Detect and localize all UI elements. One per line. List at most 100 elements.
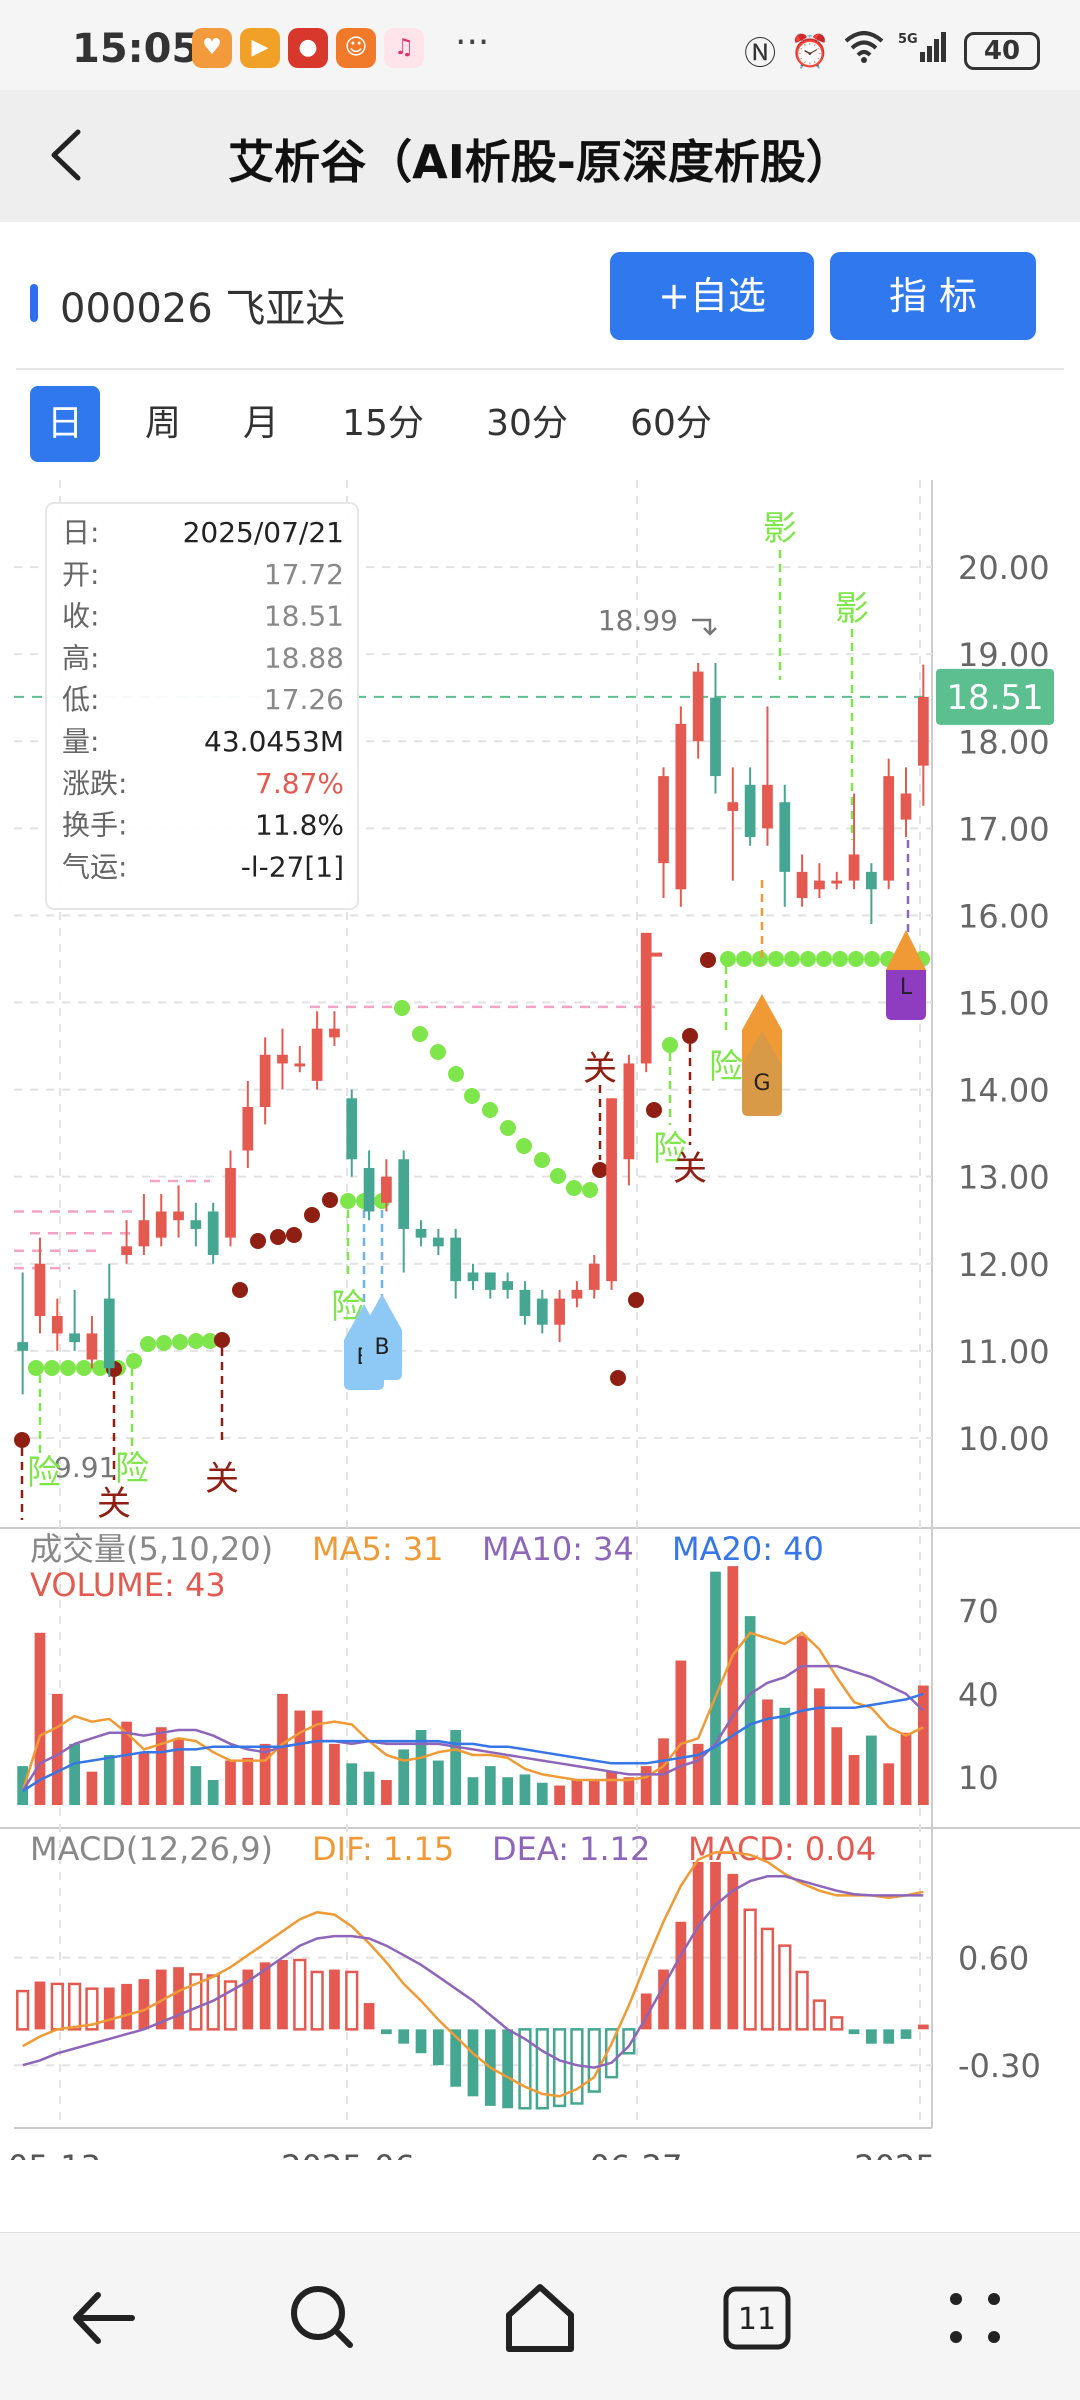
- volume-bar: [259, 1743, 271, 1805]
- volume-ma10-line: [21, 1664, 925, 1792]
- tab-week[interactable]: 周: [144, 403, 181, 444]
- volume-bar: [571, 1780, 583, 1805]
- signal-dot-green: [394, 1000, 410, 1016]
- candle-body: [398, 1159, 410, 1229]
- high-price-arrow: [692, 618, 717, 636]
- nav-search-button[interactable]: [278, 2273, 368, 2363]
- signal-dot-green: [784, 951, 800, 967]
- macd-histogram-bar: [450, 2029, 462, 2087]
- candle-body: [190, 1220, 202, 1229]
- candle-body: [155, 1211, 167, 1238]
- candle-body: [86, 1333, 98, 1360]
- golden-marker[interactable]: G: [742, 1030, 782, 1116]
- tab-month[interactable]: 月: [242, 403, 279, 444]
- candle-body: [727, 802, 739, 811]
- tab-day[interactable]: 日: [30, 386, 100, 462]
- candle-body: [17, 1342, 29, 1351]
- app-notification-icon: ☺: [336, 28, 376, 68]
- info-box-value: 18.88: [264, 641, 344, 674]
- price-tick-label: 12.00: [958, 1246, 1050, 1284]
- candle-body: [710, 697, 721, 777]
- more-notifications-icon: ···: [455, 22, 490, 63]
- add-watchlist-button[interactable]: +自选: [610, 252, 814, 340]
- volume-bar: [432, 1760, 444, 1805]
- volume-bar: [831, 1727, 843, 1805]
- risk-label: 险: [709, 1047, 743, 1087]
- candle-body: [848, 854, 860, 881]
- macd-dif-label: DIF: 1.15: [312, 1830, 454, 1868]
- tab-60min[interactable]: 60分: [630, 403, 712, 444]
- candle-body: [450, 1237, 462, 1282]
- signal-dot-green: [768, 951, 784, 967]
- signal-dot-green: [816, 951, 832, 967]
- macd-histogram-bar: [50, 1982, 64, 2031]
- candle-body: [363, 1167, 375, 1212]
- signal-dot-green: [412, 1026, 428, 1042]
- volume-bar: [398, 1749, 410, 1805]
- kline-chart[interactable]: 20.00 19.00 18.00 17.00 16.00 15.00 14.00 13.00…: [0, 470, 1080, 2186]
- signal-dot-red: [214, 1332, 230, 1348]
- candle-body: [814, 880, 825, 890]
- back-button[interactable]: [34, 120, 104, 190]
- candle-body: [606, 1098, 617, 1282]
- candle-body: [138, 1220, 150, 1247]
- signal-dot-red: [250, 1233, 266, 1249]
- macd-histogram-bar: [16, 1989, 30, 2031]
- tab-30min[interactable]: 30分: [486, 403, 568, 444]
- macd-dif-line: [22, 1851, 924, 2098]
- price-tick-label: 20.00: [958, 549, 1050, 587]
- high-price-annotation: 18.99: [598, 604, 678, 637]
- nav-menu-button[interactable]: [930, 2273, 1020, 2363]
- volume-bar: [554, 1785, 565, 1805]
- macd-histogram-bar: [535, 2028, 549, 2110]
- macd-histogram-bar: [398, 2029, 410, 2044]
- tabs-count: 11: [738, 2302, 776, 2337]
- chart-canvas[interactable]: 20.00 19.00 18.00 17.00 16.00 15.00 14.00 13.00…: [0, 470, 1080, 2186]
- low-marker-top: [886, 930, 926, 970]
- volume-title: 成交量(5,10,20): [30, 1530, 273, 1568]
- signal-dot-red: [700, 952, 716, 968]
- nav-home-button[interactable]: [495, 2273, 585, 2363]
- macd-histogram-bar: [900, 2029, 912, 2039]
- volume-bar: [311, 1710, 323, 1805]
- shadow-label: 影: [763, 509, 797, 549]
- macd-histogram-bar: [866, 2029, 877, 2044]
- volume-bar: [848, 1755, 860, 1805]
- signal-dot-red: [304, 1207, 320, 1223]
- signal-dot-green: [550, 1168, 566, 1184]
- buy-marker-text: B: [374, 1335, 389, 1360]
- macd-histogram-bar: [883, 2029, 895, 2044]
- nav-tabs-button[interactable]: 11: [712, 2273, 802, 2363]
- info-box-label: 高:: [62, 641, 99, 674]
- volume-bar: [450, 1730, 462, 1805]
- volume-bar: [779, 1707, 791, 1805]
- macd-histogram-bar: [138, 1979, 150, 2030]
- status-app-icons: ♥ ▶ ● ☺ ♫: [192, 28, 424, 68]
- buy-marker[interactable]: B: [362, 1294, 402, 1380]
- volume-bar: [363, 1771, 375, 1805]
- volume-bar: [692, 1743, 704, 1805]
- info-box-value: 2025/07/21: [183, 516, 344, 549]
- signal-dot-green: [156, 1335, 172, 1351]
- volume-bar: [502, 1777, 514, 1805]
- macd-histogram-bar: [622, 2028, 636, 2055]
- macd-histogram-bar: [363, 2003, 375, 2030]
- nav-back-button[interactable]: [62, 2273, 152, 2363]
- price-tick-label: 17.00: [958, 810, 1050, 848]
- volume-bar: [225, 1760, 236, 1805]
- battery-indicator: 40: [964, 32, 1040, 70]
- volume-bar: [796, 1635, 808, 1805]
- tab-15min[interactable]: 15分: [342, 403, 424, 444]
- indicator-button[interactable]: 指 标: [830, 252, 1036, 340]
- search-icon: [291, 2286, 353, 2348]
- volume-bar: [51, 1693, 63, 1805]
- macd-histogram-bar: [658, 1969, 669, 2030]
- signal-dot-red: [610, 1370, 626, 1386]
- back-arrow-icon: [51, 129, 81, 181]
- price-tick-label: 18.00: [958, 723, 1050, 761]
- nfc-icon: Ⓝ: [744, 34, 777, 72]
- volume-bar: [155, 1727, 167, 1805]
- stock-accent-bar: [30, 284, 38, 322]
- signal-dot-green: [430, 1044, 446, 1060]
- candle-body: [900, 793, 912, 820]
